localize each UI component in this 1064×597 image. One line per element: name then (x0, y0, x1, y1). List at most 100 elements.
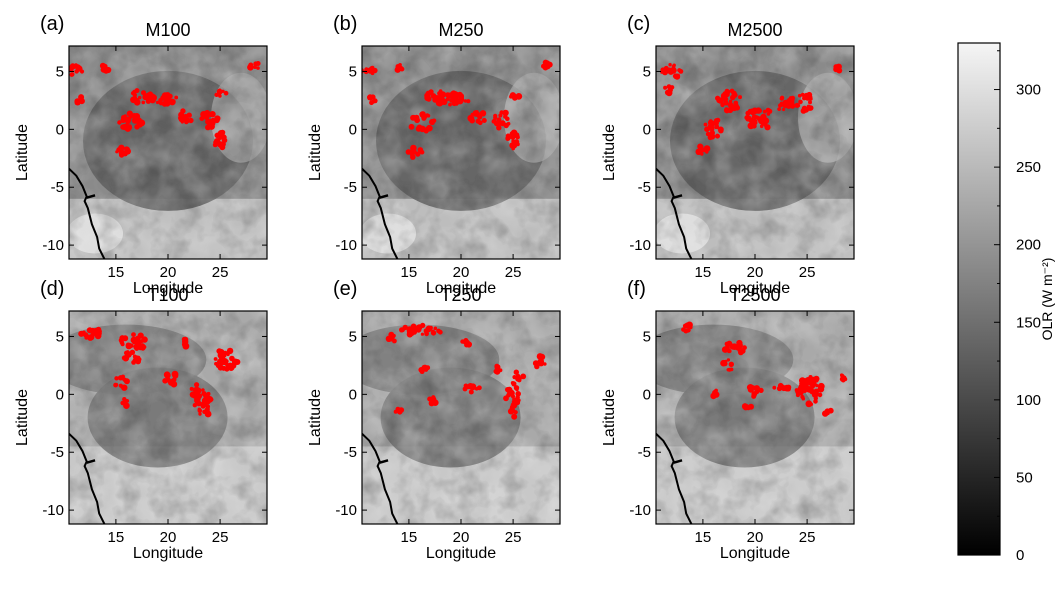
convection-point (513, 96, 518, 101)
convection-point (436, 328, 441, 334)
convection-cluster (741, 403, 754, 411)
convection-point (509, 131, 515, 137)
convection-point (433, 326, 438, 331)
convection-point (703, 122, 708, 127)
convection-point (788, 96, 793, 100)
convection-cluster (78, 326, 102, 341)
convection-cluster (660, 62, 684, 80)
x-tick-label: 25 (212, 264, 229, 281)
convection-point (746, 405, 751, 411)
convection-point (200, 403, 206, 409)
x-tick-label: 15 (695, 529, 712, 546)
convection-point (256, 66, 260, 70)
convection-cluster (199, 110, 221, 131)
convection-point (216, 348, 222, 354)
convection-point (800, 394, 805, 400)
convection-point (469, 117, 476, 124)
convection-point (448, 102, 452, 107)
coastline (69, 432, 106, 524)
convection-point (536, 353, 544, 360)
convection-point (125, 121, 130, 125)
convection-point (809, 97, 813, 101)
colorbar-tick-label: 100 (1016, 392, 1041, 409)
convection-point (78, 330, 85, 337)
y-tick-label: -5 (638, 444, 651, 461)
x-tick-label: 25 (212, 529, 229, 546)
convection-cluster (117, 110, 146, 132)
convection-point (751, 391, 758, 397)
x-axis-title: Longitude (720, 280, 790, 297)
convection-point (223, 90, 229, 96)
convection-point (74, 63, 78, 67)
convection-point (133, 113, 141, 120)
convection-point (747, 386, 755, 393)
convection-cluster (462, 383, 482, 395)
panel-title: M250 (438, 20, 483, 40)
colorbar: 0 50 100 150 200 250 300 OLR (W m⁻²) (957, 42, 1055, 564)
convection-point (419, 368, 425, 374)
convection-cluster (744, 107, 773, 131)
convection-point (786, 104, 791, 109)
x-tick-label: 15 (401, 264, 418, 281)
convection-point (721, 95, 726, 100)
convection-point (758, 109, 763, 113)
convection-point (155, 100, 160, 105)
panel-title: M2500 (727, 20, 782, 40)
y-tick-label: -5 (51, 179, 64, 196)
convection-cluster (121, 349, 142, 365)
convection-point (137, 119, 144, 126)
convection-point (723, 107, 730, 114)
convection-point (102, 63, 108, 69)
convection-point (121, 384, 128, 391)
y-tick-label: 0 (349, 121, 357, 138)
convection-point (796, 388, 803, 395)
x-tick-label: 15 (108, 529, 125, 546)
convection-cluster (772, 382, 792, 392)
convection-point (123, 402, 129, 408)
convection-point (772, 385, 777, 390)
convection-point (477, 114, 483, 120)
convection-point (699, 144, 704, 149)
panel-tag: (e) (333, 278, 357, 300)
y-tick-label: 5 (349, 63, 357, 80)
olr-field (656, 46, 854, 259)
convection-point (174, 95, 179, 100)
convection-point (726, 358, 731, 362)
convection-cluster (794, 91, 814, 114)
convection-cluster (833, 63, 843, 74)
convection-point (423, 328, 430, 334)
convection-point (722, 91, 728, 97)
convection-point (118, 144, 125, 151)
coastline (673, 194, 683, 199)
convection-point (215, 116, 220, 121)
convection-cluster (710, 388, 720, 400)
convection-point (430, 396, 435, 401)
convection-point (123, 378, 130, 385)
convection-cluster (367, 94, 378, 106)
convection-point (515, 400, 521, 406)
convection-point (121, 355, 127, 361)
convection-cluster (181, 336, 190, 350)
coastline (656, 432, 693, 524)
convection-point (675, 73, 680, 79)
convection-point (120, 124, 126, 130)
convection-cluster (491, 109, 511, 131)
y-tick-label: -10 (335, 237, 357, 254)
convection-point (669, 67, 677, 74)
convection-point (180, 108, 186, 114)
convection-point (78, 94, 85, 101)
convection-point (141, 100, 146, 105)
convection-point (208, 112, 213, 118)
convection-point (129, 112, 133, 116)
convection-point (168, 98, 176, 106)
convection-point (539, 360, 545, 366)
panels-layer: 15 20 25 -10 -5 0 5 Longitude Latitude (a) M100 15 2… (14, 13, 855, 562)
y-axis-title: Latitude (307, 124, 324, 181)
convection-point (141, 336, 148, 343)
convection-point (450, 95, 456, 101)
convection-point (729, 88, 735, 94)
convection-point (460, 96, 464, 100)
convection-point (206, 391, 211, 396)
y-tick-label: -10 (335, 502, 357, 519)
